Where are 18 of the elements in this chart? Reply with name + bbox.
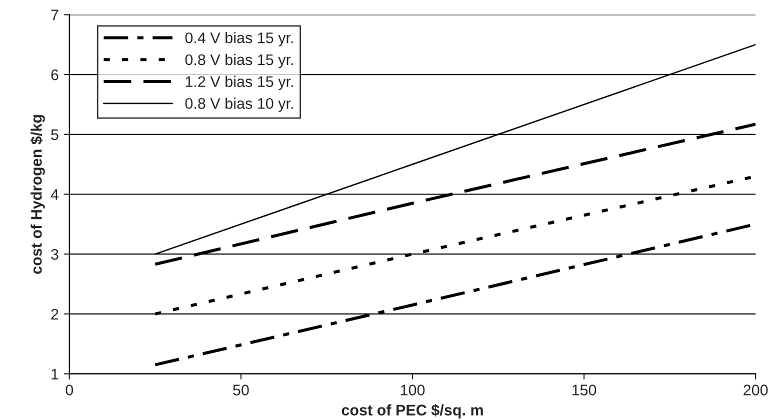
y-tick-label: 4 <box>50 189 59 200</box>
x-axis-title: cost of PEC $/sq. m <box>342 404 483 419</box>
y-tick-label: 3 <box>51 248 58 260</box>
x-tick-label: 100 <box>400 384 425 396</box>
legend-label: 0.8 V bias 15 yr. <box>185 54 293 68</box>
x-tick-label: 200 <box>744 384 768 396</box>
y-axis-title: cost of Hydrogen $/kg <box>30 115 45 274</box>
y-tick-label: 1 <box>52 368 58 380</box>
y-tick-label: 5 <box>51 129 58 140</box>
y-tick-label: 2 <box>51 308 58 320</box>
legend-label: 1.2 V bias 15 yr. <box>186 76 293 90</box>
x-tick-label: 150 <box>572 384 596 396</box>
legend-label: 0.8 V bias 10 yr. <box>185 98 293 112</box>
x-tick-label: 0 <box>66 384 74 396</box>
legend-label: 0.4 V bias 15 yr. <box>185 32 293 46</box>
y-tick-label: 7 <box>51 10 58 20</box>
y-tick-label: 6 <box>51 69 58 80</box>
x-tick-label: 50 <box>233 384 249 396</box>
